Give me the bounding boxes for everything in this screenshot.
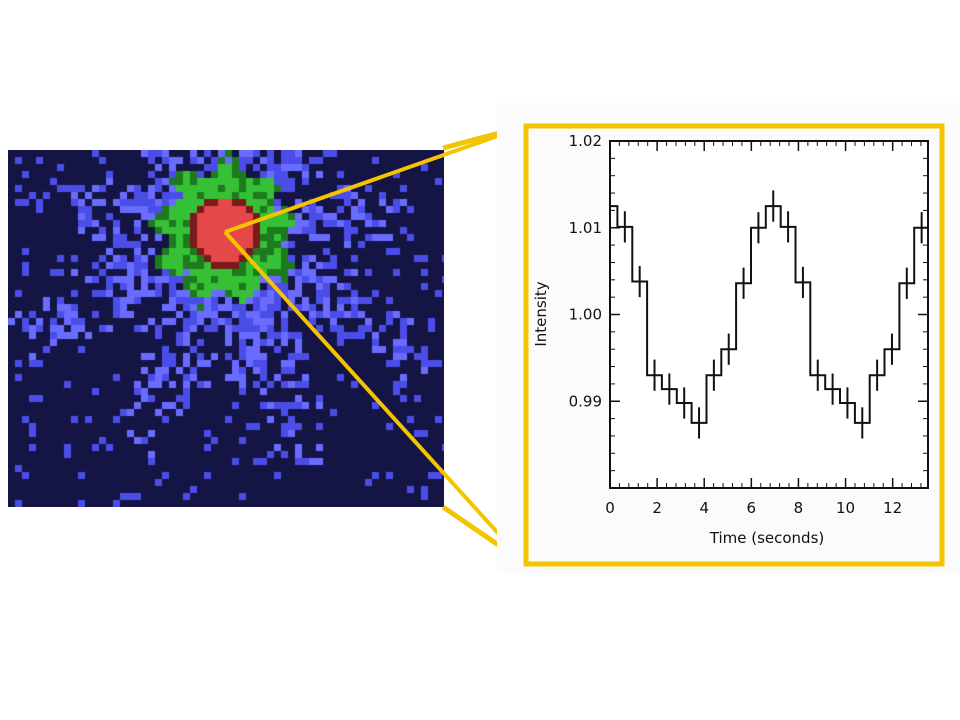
zoom-line-center-up — [224, 124, 527, 234]
x-axis-title: Time (seconds) — [709, 529, 825, 547]
y-tick-label: 0.99 — [569, 392, 602, 410]
x-tick-label: 4 — [699, 499, 709, 517]
zoom-frame — [523, 123, 945, 567]
x-tick-label: 8 — [794, 499, 804, 517]
y-tick-label: 1.01 — [569, 219, 602, 237]
x-tick-label: 0 — [605, 499, 615, 517]
x-tick-label: 10 — [836, 499, 855, 517]
x-tick-label: 6 — [747, 499, 757, 517]
data-series — [609, 190, 928, 439]
star-intensity-map — [8, 150, 444, 507]
zoom-line-center-down — [223, 230, 528, 566]
y-axis-title: Intensity — [532, 281, 550, 346]
x-tick-label: 12 — [883, 499, 902, 517]
y-tick-label: 1.02 — [569, 132, 602, 150]
step-line — [610, 205, 928, 424]
x-tick-label: 2 — [652, 499, 662, 517]
axis-ticks — [609, 140, 928, 489]
x-tick-labels: 0 2 4 6 8 10 12 — [605, 499, 902, 517]
plot-area — [609, 140, 929, 489]
y-tick-labels: 0.99 1.00 1.01 1.02 — [569, 132, 602, 410]
y-tick-label: 1.00 — [569, 306, 602, 324]
